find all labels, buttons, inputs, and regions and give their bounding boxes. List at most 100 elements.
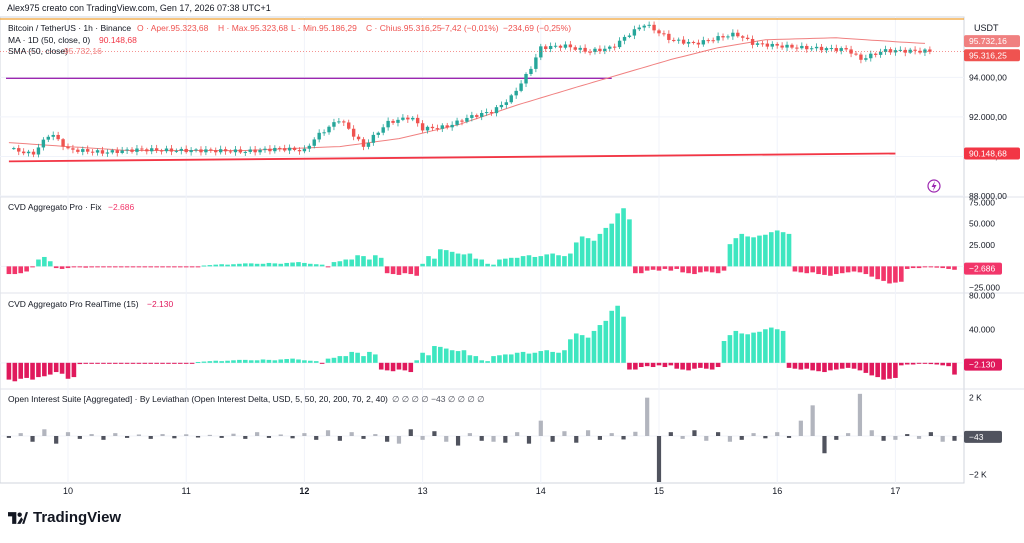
histogram-bar [112, 362, 118, 364]
candle [386, 117, 390, 131]
histogram-bar [154, 362, 159, 364]
histogram-bar [201, 265, 207, 267]
candle-body [913, 49, 917, 51]
tradingview-brand[interactable]: TradingView [8, 509, 121, 526]
candle-body [898, 49, 903, 51]
histogram-bar [420, 436, 425, 440]
candle-body [366, 142, 371, 147]
candle-body [233, 149, 238, 153]
candle [913, 46, 917, 55]
candle-body [110, 150, 115, 153]
histogram-bar [107, 362, 112, 364]
histogram-bar [290, 358, 295, 363]
y-tick-label: 75.000 [969, 197, 995, 207]
histogram-bar [503, 354, 508, 363]
ma-1d-label[interactable]: MA · 1D (50, close, 0) [8, 35, 90, 45]
histogram-bar [166, 266, 171, 268]
candle-body [849, 49, 853, 54]
candle-body [745, 37, 750, 39]
histogram-bar [183, 266, 189, 268]
histogram-bar [597, 233, 603, 267]
histogram-bar [36, 362, 41, 378]
histogram-bar [946, 266, 951, 269]
oi-label[interactable]: Open Interest Suite [Aggregated] · By Le… [8, 394, 388, 404]
candle-body [548, 45, 553, 50]
candle-body [248, 149, 252, 152]
candle [918, 47, 922, 55]
histogram-bar [59, 362, 65, 374]
candle-body [627, 35, 632, 37]
candle-body [287, 147, 292, 151]
cvd-fix-label[interactable]: CVD Aggregato Pro · Fix [8, 202, 102, 212]
histogram-bar [816, 266, 821, 275]
candle [56, 131, 60, 141]
histogram-bar [349, 432, 354, 436]
histogram-bar [53, 266, 59, 269]
histogram-bar [243, 436, 248, 439]
symbol-title[interactable]: Bitcoin / TetherUS · 1h · Binance [8, 23, 131, 33]
candle [26, 149, 31, 157]
candle [893, 47, 898, 56]
candle [51, 131, 55, 141]
cvd-rt-label[interactable]: CVD Aggregato Pro RealTime (15) [8, 299, 139, 309]
candle-body [622, 36, 627, 41]
histogram-bar [709, 362, 715, 370]
histogram-bar [538, 420, 543, 436]
candle-body [642, 25, 646, 28]
candle [558, 44, 563, 52]
histogram-bar [739, 436, 744, 440]
histogram-bar [101, 266, 106, 268]
candle-body [809, 48, 814, 50]
histogram-bar [573, 242, 579, 267]
candle [681, 36, 686, 45]
candle [588, 49, 592, 56]
candle-body [593, 48, 597, 52]
last-price-tag-text: 95.316,25 [969, 50, 1007, 60]
change-percent: −234,69 (−0,25%) [503, 23, 571, 33]
candle [711, 37, 715, 44]
candle [150, 144, 154, 155]
alert-lightning-icon[interactable] [927, 179, 941, 193]
candle-body [401, 117, 405, 120]
histogram-bar [467, 355, 473, 363]
candle [903, 47, 907, 57]
y-tick-label: −2 K [969, 469, 987, 479]
histogram-bar [556, 352, 561, 363]
candle-body [31, 151, 36, 155]
candle-body [800, 45, 804, 49]
candle [105, 149, 110, 157]
histogram-bar [845, 266, 851, 273]
candle [381, 124, 385, 136]
candle-body [347, 122, 351, 129]
histogram-bar [627, 362, 632, 370]
histogram-bar [698, 362, 703, 368]
candle-body [765, 43, 770, 47]
candle-body [612, 46, 617, 48]
candle [568, 41, 573, 51]
candle [642, 24, 646, 31]
pane-value-tag-bg [964, 262, 1002, 275]
candle-body [381, 127, 385, 133]
histogram-bar [189, 362, 195, 364]
histogram-bar [6, 266, 12, 275]
candle-body [455, 120, 459, 125]
histogram-bar [77, 266, 83, 268]
histogram-bar [532, 256, 538, 267]
candle-body [460, 120, 464, 122]
candle [578, 45, 582, 54]
candle [701, 36, 706, 47]
candle-body [494, 107, 499, 114]
candle-body [785, 44, 789, 48]
histogram-bar [716, 432, 721, 436]
sma-label[interactable]: SMA (50, close) [8, 46, 68, 56]
histogram-bar [65, 266, 71, 269]
histogram-bar [95, 362, 100, 364]
candle-body [302, 148, 307, 152]
candle-body [824, 48, 829, 51]
candle-body [61, 139, 65, 147]
candle-body [484, 112, 489, 114]
histogram-bar [514, 352, 520, 363]
candle-body [637, 27, 641, 30]
candle-body [41, 139, 46, 148]
histogram-bar [160, 266, 165, 268]
